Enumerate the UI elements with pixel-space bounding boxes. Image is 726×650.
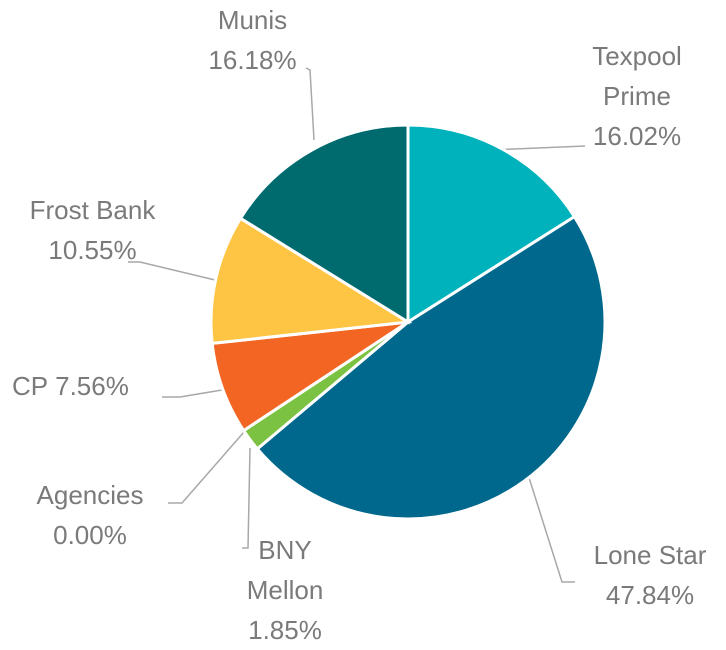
slice-label: Munis 16.18%	[180, 0, 325, 80]
value-label: 1.85%	[248, 615, 322, 645]
slice-label: Lone Star 47.84%	[575, 535, 725, 615]
category-name: BNY Mellon	[246, 535, 324, 605]
leader-line	[242, 447, 251, 549]
leader-lines	[128, 67, 586, 583]
value-label: 10.55%	[48, 235, 137, 265]
leader-line	[524, 464, 575, 583]
category-name: Texpool Prime	[592, 41, 682, 111]
value-label: 16.18%	[208, 45, 297, 75]
slices	[209, 123, 607, 521]
value-label: 16.02%	[592, 121, 682, 151]
slice-label: CP 7.56%	[12, 366, 129, 406]
leader-line	[128, 261, 216, 281]
pie-slice	[238, 123, 410, 325]
category-name: CP	[12, 371, 49, 401]
slice-label: Texpool Prime 16.02%	[567, 36, 707, 156]
category-name: Agencies	[36, 480, 144, 510]
category-name: Lone Star	[593, 540, 707, 570]
leader-line	[162, 389, 223, 398]
category-name: Frost Bank	[29, 195, 156, 225]
slice-label: Agencies 0.00%	[10, 475, 170, 555]
slice-label: BNY Mellon 1.85%	[225, 530, 345, 650]
category-name: Munis	[217, 5, 288, 35]
pie-slice	[209, 216, 413, 346]
value-label: 0.00%	[53, 520, 127, 550]
leader-line	[305, 67, 315, 141]
pie-slice	[255, 214, 607, 521]
slice-label: Frost Bank 10.55%	[5, 190, 180, 270]
pie-slice	[406, 123, 577, 325]
pie-slice	[210, 320, 409, 433]
value-label: 47.84%	[605, 580, 695, 610]
value-label: 7.56%	[55, 371, 129, 401]
leader-line	[168, 431, 245, 504]
